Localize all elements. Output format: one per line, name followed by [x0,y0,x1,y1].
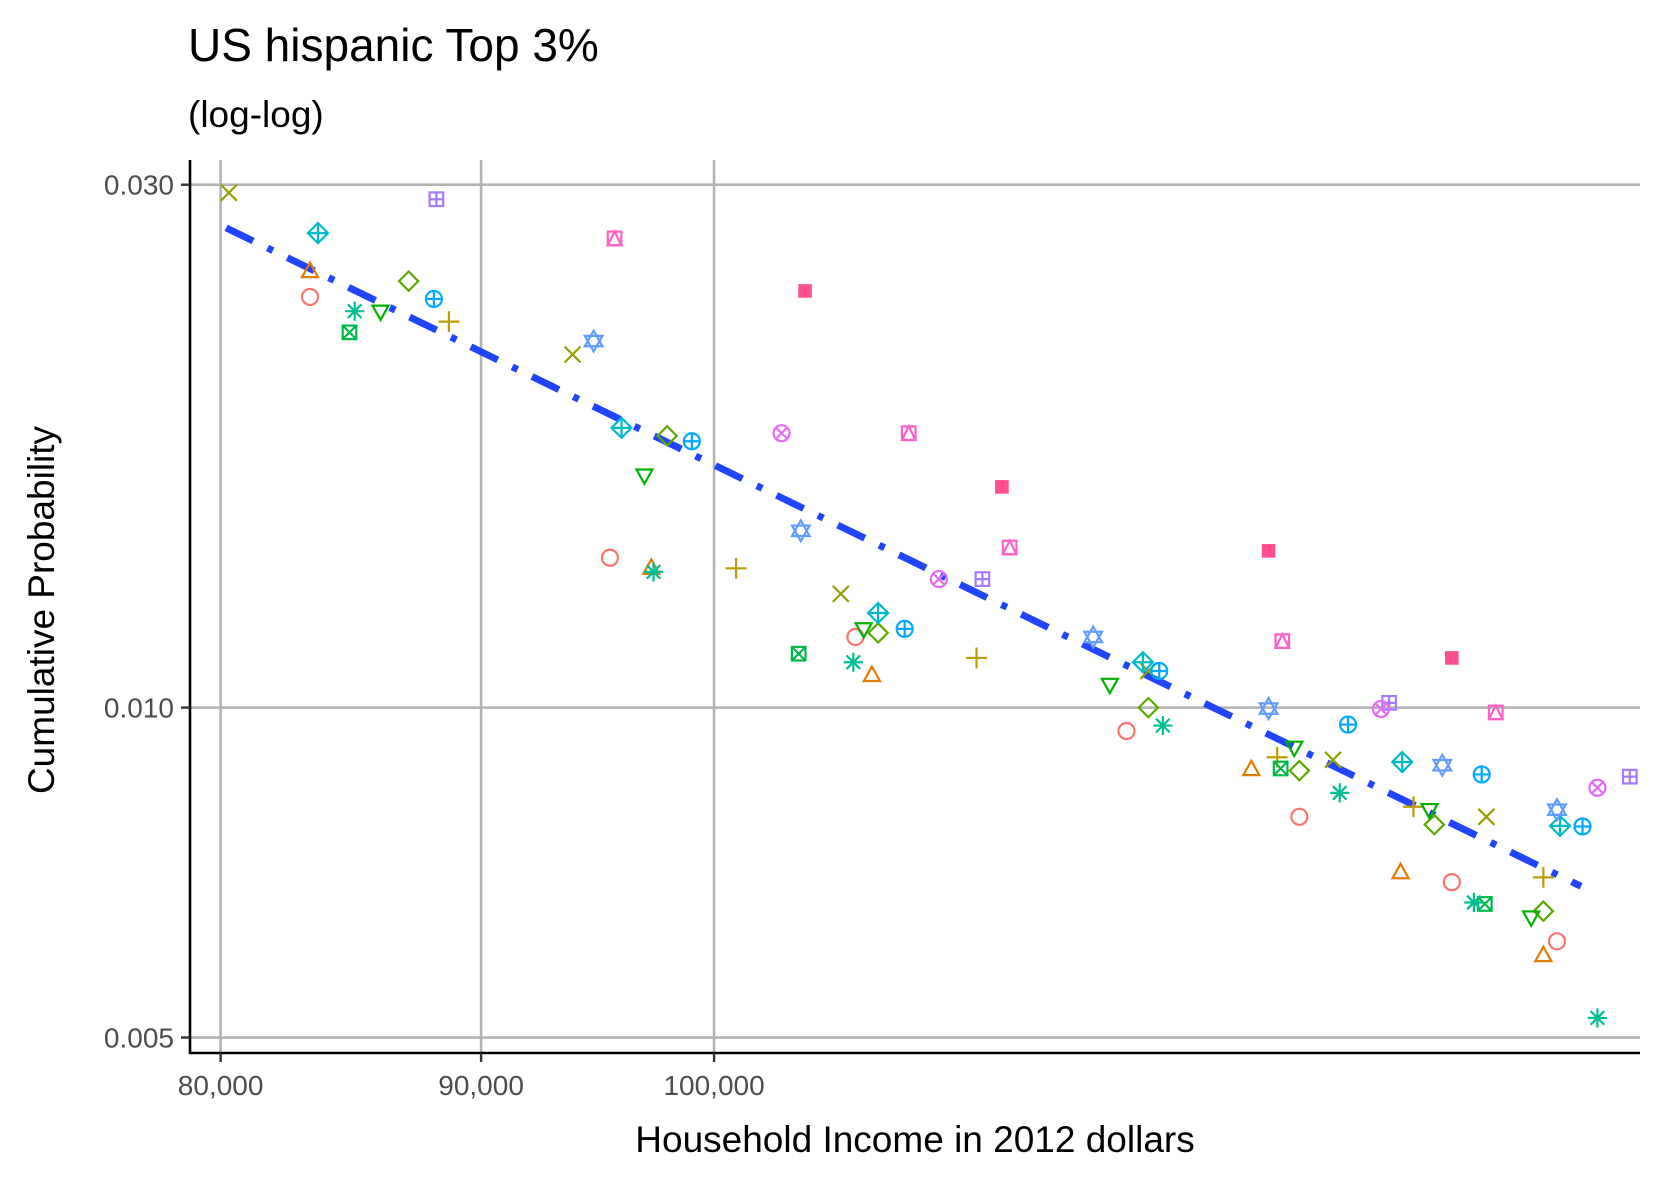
data-point [1261,544,1276,558]
data-point [1288,759,1311,782]
data-point [1548,814,1572,838]
data-point [1547,932,1567,951]
y-axis-title: Cumulative Probability [21,425,62,794]
data-point [853,622,874,640]
chart-subtitle: (log-log) [188,94,324,135]
data-point [300,260,320,279]
trend-line [224,224,1583,890]
data-point [345,301,365,321]
data-point [725,557,747,579]
data-point [563,345,582,364]
data-point [1137,696,1160,719]
data-point [974,571,991,587]
data-point [634,468,655,487]
data-point [866,601,890,625]
trend-line-layer [224,224,1583,890]
data-point [300,287,320,307]
data-point [1464,892,1484,913]
data-point [306,221,330,245]
data-point [1117,721,1136,741]
data-point [862,664,882,683]
data-point [1153,715,1173,736]
data-point [1273,631,1291,649]
data-point [1330,783,1350,803]
data-point [397,269,420,293]
data-point [428,191,445,208]
grid-lines [190,160,1640,1053]
x-axis-title: Household Income in 2012 dollars [635,1119,1194,1160]
data-point [1241,758,1262,777]
data-point [600,548,620,567]
y-tick-label: 0.010 [104,693,174,724]
data-point [1324,751,1342,769]
data-point [1533,944,1554,963]
data-point [1477,808,1496,826]
data-point [929,569,948,589]
data-point [843,652,863,672]
data-point [1487,703,1505,721]
data-point [790,645,807,662]
data-point [772,424,791,443]
data-point [1621,768,1638,785]
data-point [866,621,890,645]
data-point [682,432,701,451]
data-point [1587,1008,1608,1028]
y-tick-label: 0.030 [104,170,174,201]
data-point [1272,760,1289,777]
data-point [1588,778,1607,797]
data-point [1445,651,1459,665]
data-point [1546,797,1568,823]
data-point [1100,677,1120,696]
data-point [832,585,850,603]
x-tick-label: 90,000 [438,1070,524,1101]
data-point [643,562,664,582]
data-point [798,284,812,298]
data-point [966,647,987,669]
data-point [370,304,391,323]
data-point [1371,699,1391,719]
data-point [220,183,238,202]
data-point [582,328,605,354]
data-point [1150,661,1169,681]
data-point [1431,752,1453,778]
x-tick-label: 80,000 [178,1070,264,1101]
data-point [1257,695,1280,722]
data-point [424,289,443,309]
data-point [1403,796,1424,818]
data-point [895,619,914,638]
data-point [1532,900,1555,923]
data-point [1290,807,1309,826]
y-tick-label: 0.005 [104,1023,174,1054]
data-point [1131,650,1155,674]
data-point [1082,624,1104,650]
data-point [605,229,624,247]
data-point [1284,740,1305,759]
data-point [609,416,634,440]
data-point [1338,715,1358,734]
data-point [1521,910,1542,929]
data-point [1573,817,1592,836]
data-point [1472,765,1491,784]
data-point [900,423,918,442]
data-point [1390,750,1414,774]
data-point [655,424,679,448]
data-point [1442,873,1461,892]
data-point [1423,813,1446,836]
data-point [341,324,358,341]
data-point [995,480,1009,494]
chart-title: US hispanic Top 3% [188,19,599,71]
x-tick-label: 100,000 [663,1070,764,1101]
data-point [1419,802,1440,821]
data-point [1001,538,1019,556]
data-point [1532,866,1554,888]
data-point [1390,861,1411,880]
data-points [220,183,1638,1028]
data-point [438,311,460,333]
data-point [790,518,812,544]
axes: 80,000 90,000 100,000 0.005 0.010 0.030 [104,160,1640,1101]
